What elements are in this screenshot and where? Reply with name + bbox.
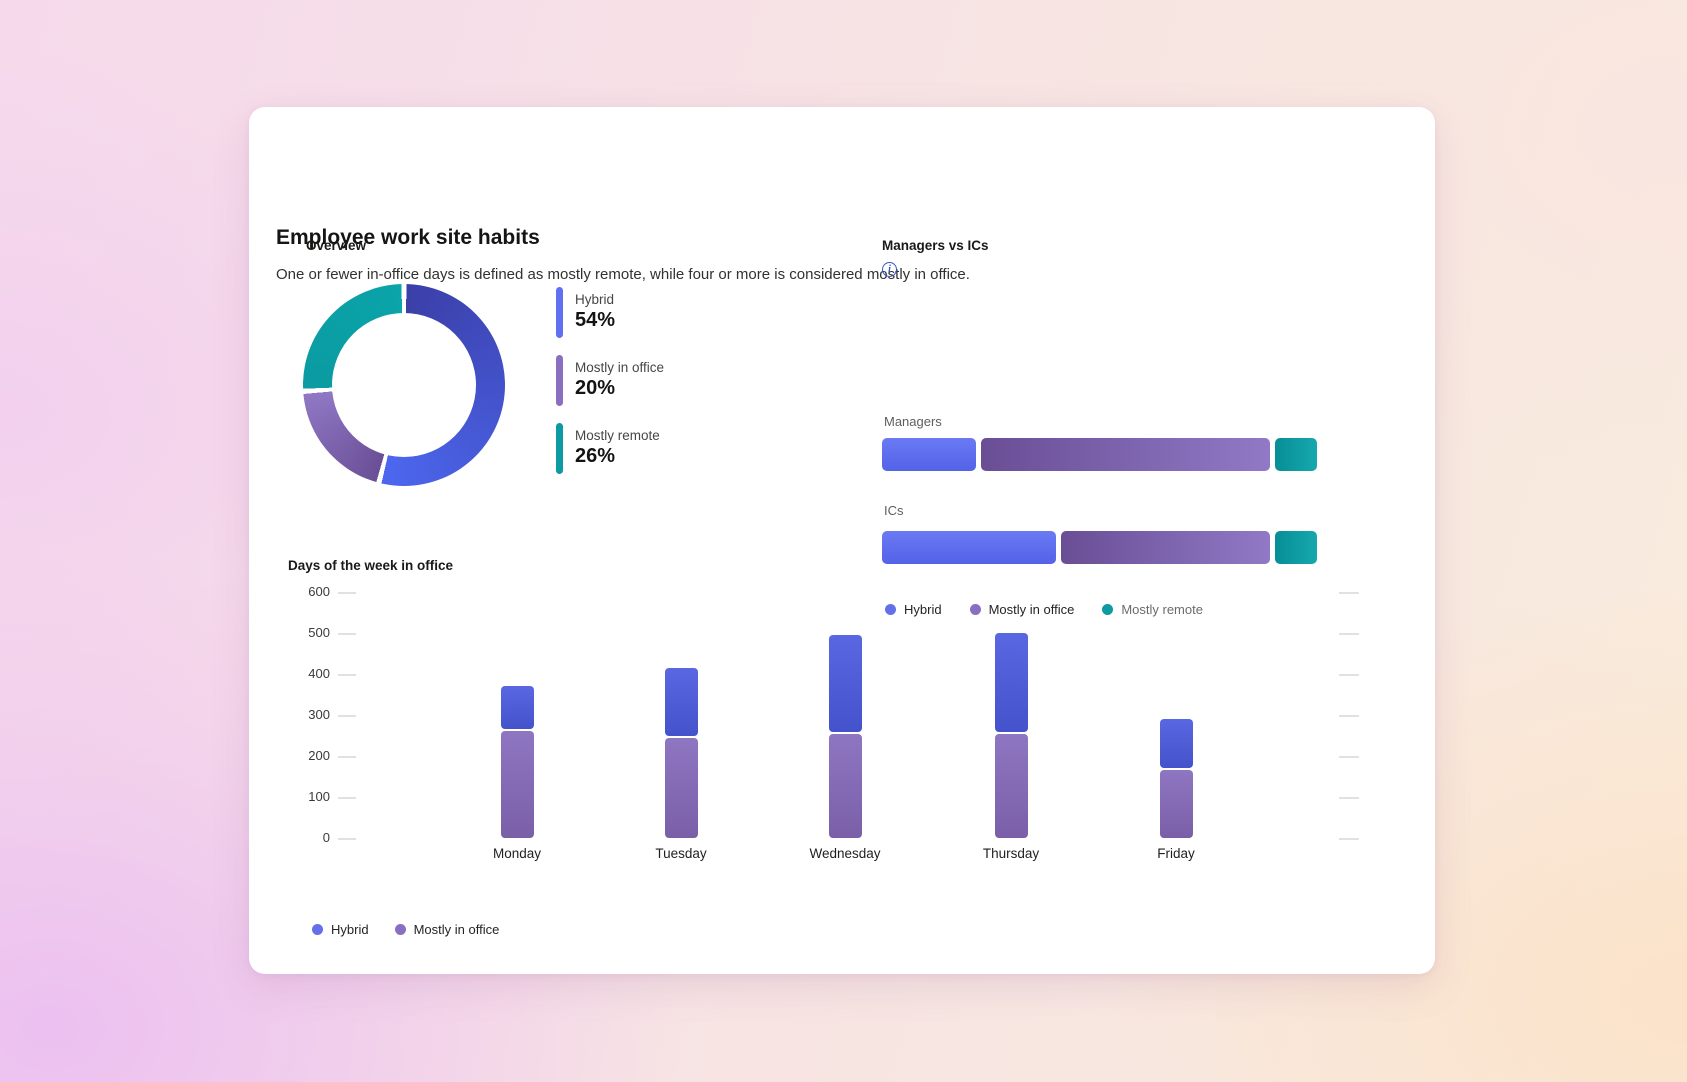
bar-segment-mostly-remote <box>1274 438 1317 471</box>
axis-tick-left <box>338 838 356 840</box>
x-axis-label-wednesday: Wednesday <box>809 846 881 861</box>
page-subtitle: One or fewer in-office days is defined a… <box>276 266 970 283</box>
donut-legend: Hybrid 54% Mostly in office 20% Mostly remot… <box>556 287 664 491</box>
x-axis-label-monday: Monday <box>492 846 542 861</box>
legend-item-hybrid: Hybrid <box>312 922 369 937</box>
y-axis-label: 100 <box>308 789 330 804</box>
donut-legend-item-mostly-in-office: Mostly in office 20% <box>556 355 664 406</box>
hybrid-dot-icon <box>312 924 323 935</box>
legend-swatch <box>556 287 563 338</box>
axis-tick-right <box>1339 592 1359 594</box>
hybrid-dot-icon <box>885 604 896 615</box>
axis-tick-right <box>1339 838 1359 840</box>
donut-legend-text: Hybrid 54% <box>575 287 615 338</box>
donut-legend-item-hybrid: Hybrid 54% <box>556 287 664 338</box>
overview-section-title: Overview <box>306 238 367 253</box>
axis-tick-right <box>1339 797 1359 799</box>
y-axis-label: 0 <box>322 830 330 845</box>
bar-segment-mostly-in-office <box>1159 770 1193 838</box>
legend-label: Hybrid <box>575 291 615 307</box>
bar-segment-mostly-in-office <box>828 733 862 838</box>
legend-label: Mostly in office <box>575 359 665 375</box>
axis-tick-left <box>338 592 356 594</box>
y-axis-label: 300 <box>308 707 330 722</box>
axis-tick-left <box>338 797 356 799</box>
managers-vs-ics-legend: Hybrid Mostly in office Mostly remote <box>885 602 1203 617</box>
bar-segment-hybrid <box>1159 719 1193 769</box>
mostly-in-office-dot-icon <box>394 924 406 935</box>
axis-tick-right <box>1339 674 1359 676</box>
legend-label: Mostly remote <box>575 427 660 443</box>
axis-tick-right <box>1339 633 1359 635</box>
bar-segment-mostly-in-office <box>980 438 1270 471</box>
info-icon[interactable]: i <box>882 262 897 277</box>
legend-label: Hybrid <box>904 602 942 617</box>
bar-segment-hybrid <box>500 686 534 730</box>
legend-value: 20% <box>575 377 616 400</box>
mostly-remote-dot-icon <box>1102 604 1114 615</box>
employee-work-site-habits-card: Employee work site habits One or fewer i… <box>249 107 1435 974</box>
axis-tick-right <box>1339 756 1359 758</box>
bar-wednesday <box>828 635 862 838</box>
axis-tick-left <box>338 715 356 717</box>
donut-legend-item-mostly-remote: Mostly remote 26% <box>556 423 664 474</box>
axis-tick-left <box>338 633 356 635</box>
bar-segment-mostly-in-office <box>1061 531 1270 564</box>
mostly-in-office-dot-icon <box>969 604 981 615</box>
legend-item-hybrid: Hybrid <box>885 602 942 617</box>
legend-item-mostly-remote: Mostly remote <box>1102 602 1203 617</box>
bar-segment-mostly-in-office <box>994 733 1028 838</box>
donut-legend-text: Mostly in office 20% <box>575 355 664 406</box>
bar-tuesday <box>664 668 698 838</box>
legend-swatch <box>556 355 563 406</box>
ics-row-label: ICs <box>884 503 904 518</box>
legend-label: Mostly in office <box>988 602 1075 617</box>
bar-segment-mostly-in-office <box>664 737 698 838</box>
managers-vs-ics-title: Managers vs ICs <box>882 238 989 253</box>
y-axis-label: 500 <box>308 625 330 640</box>
legend-swatch <box>556 423 563 474</box>
legend-label: Hybrid <box>331 922 369 937</box>
bar-segment-hybrid <box>994 633 1028 732</box>
y-axis-label: 400 <box>308 666 330 681</box>
x-axis-label-thursday: Thursday <box>982 846 1040 861</box>
bar-friday <box>1159 719 1193 838</box>
days-of-week-legend: Hybrid Mostly in office <box>312 922 499 937</box>
donut-chart <box>303 284 505 486</box>
bar-segment-hybrid <box>828 635 862 732</box>
axis-tick-left <box>338 756 356 758</box>
legend-item-mostly-in-office: Mostly in office <box>969 602 1075 617</box>
bar-monday <box>500 686 534 838</box>
days-of-week-chart: 600 500 400 300 200 100 0 Monday Tuesday Wednesd… <box>249 107 1435 974</box>
managers-stacked-bar <box>882 438 1317 471</box>
bar-segment-hybrid <box>664 668 698 736</box>
legend-value: 54% <box>575 309 616 332</box>
legend-label: Mostly in office <box>413 922 500 937</box>
legend-item-mostly-in-office: Mostly in office <box>394 922 500 937</box>
bar-segment-mostly-remote <box>1274 531 1317 564</box>
x-axis-label-friday: Friday <box>1157 846 1195 861</box>
x-axis-label-tuesday: Tuesday <box>655 846 707 861</box>
y-axis-label: 200 <box>308 748 330 763</box>
legend-label: Mostly remote <box>1121 602 1203 617</box>
donut-hole <box>332 313 476 457</box>
legend-value: 26% <box>575 445 616 468</box>
bar-segment-hybrid <box>882 438 976 471</box>
bar-thursday <box>994 633 1028 838</box>
y-axis-label: 600 <box>308 584 330 599</box>
ics-stacked-bar <box>882 531 1317 564</box>
days-of-week-title: Days of the week in office <box>288 558 454 573</box>
bar-segment-hybrid <box>882 531 1057 564</box>
donut-legend-text: Mostly remote 26% <box>575 423 660 474</box>
axis-tick-left <box>338 674 356 676</box>
bar-segment-mostly-in-office <box>500 731 534 838</box>
axis-tick-right <box>1339 715 1359 717</box>
managers-row-label: Managers <box>884 414 942 429</box>
page-title: Employee work site habits <box>276 226 540 249</box>
